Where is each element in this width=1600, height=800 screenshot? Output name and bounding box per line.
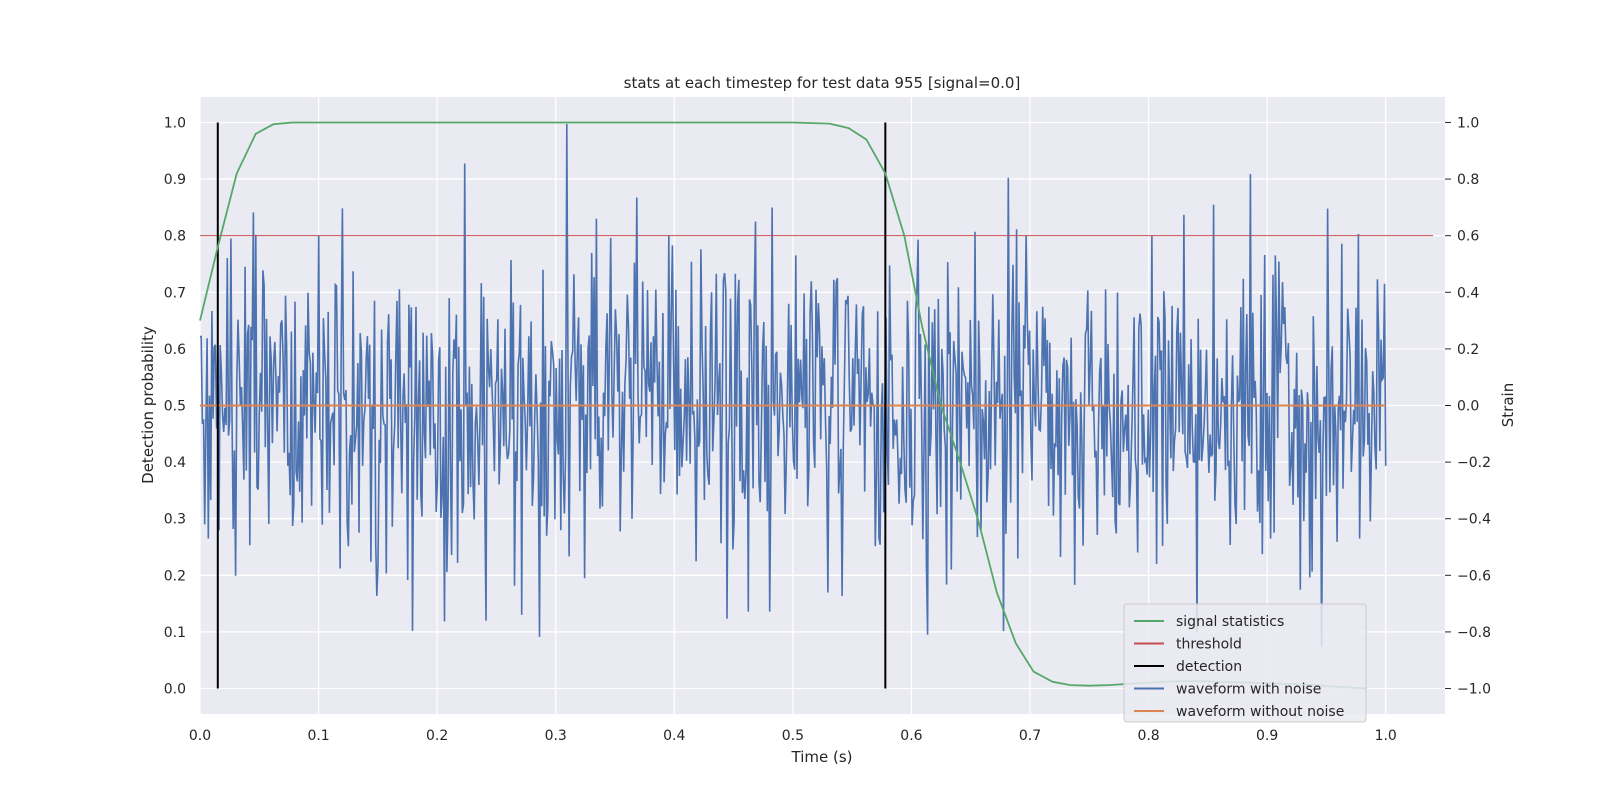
- legend-box: [1123, 603, 1367, 723]
- chart-title: stats at each timestep for test data 955…: [624, 74, 1021, 92]
- left-y-axis-title: Detection probability: [139, 326, 157, 484]
- legend-entry: detection: [1176, 659, 1242, 675]
- x-axis-ticks: 0.0 0.1 0.2 0.3 0.4 0.5 0.6 0.7 0.8 0.9 1.0: [189, 728, 1397, 744]
- left-y-tick-label: 0.9: [164, 172, 186, 188]
- x-tick-label: 0.1: [307, 728, 329, 744]
- left-y-tick-label: 0.3: [164, 512, 186, 528]
- x-tick-label: 0.8: [1137, 728, 1159, 744]
- right-y-tick-label: 0.8: [1457, 172, 1479, 188]
- x-tick-label: 0.9: [1256, 728, 1278, 744]
- right-y-axis-ticks: −1.0 −0.8 −0.6 −0.4 −0.2 0.0 0.2 0.4 0.6 0.8 1.0: [1445, 115, 1491, 698]
- x-tick-label: 0.7: [1019, 728, 1041, 744]
- right-y-tick-label: 0.6: [1457, 229, 1479, 245]
- right-y-tick-label: 1.0: [1457, 115, 1479, 131]
- x-tick-label: 0.6: [900, 728, 922, 744]
- left-y-tick-label: 0.1: [164, 625, 186, 641]
- right-y-tick-label: −0.6: [1457, 568, 1491, 584]
- x-tick-label: 1.0: [1375, 728, 1397, 744]
- series-waveform-with-noise: [200, 123, 1387, 648]
- right-y-tick-label: 0.0: [1457, 399, 1479, 415]
- left-y-tick-label: 0.0: [164, 682, 186, 698]
- left-y-tick-label: 0.6: [164, 342, 186, 358]
- legend: signal statistics threshold detection wavef…: [1123, 603, 1367, 723]
- x-tick-label: 0.3: [545, 728, 567, 744]
- right-y-tick-label: 0.2: [1457, 342, 1479, 358]
- right-y-tick-label: 0.4: [1457, 285, 1479, 301]
- right-y-tick-label: −1.0: [1457, 682, 1491, 698]
- x-tick-label: 0.0: [189, 728, 211, 744]
- left-y-tick-label: 0.5: [164, 399, 186, 415]
- left-y-axis-ticks: 0.0 0.1 0.2 0.3 0.4 0.5 0.6 0.7 0.8 0.9 1.0: [164, 115, 186, 697]
- right-y-tick-label: −0.4: [1457, 512, 1491, 528]
- legend-entry: signal statistics: [1176, 614, 1284, 630]
- x-tick-label: 0.2: [426, 728, 448, 744]
- right-y-axis-title: Strain: [1499, 383, 1517, 427]
- legend-entry: threshold: [1176, 637, 1242, 653]
- legend-entry: waveform without noise: [1176, 704, 1344, 720]
- x-axis-title: Time (s): [791, 748, 853, 766]
- x-tick-label: 0.4: [663, 728, 685, 744]
- left-y-tick-label: 0.8: [164, 229, 186, 245]
- left-y-tick-label: 0.2: [164, 568, 186, 584]
- legend-entry: waveform with noise: [1176, 682, 1321, 698]
- left-y-tick-label: 1.0: [164, 115, 186, 131]
- left-y-tick-label: 0.4: [164, 455, 186, 471]
- right-y-tick-label: −0.2: [1457, 455, 1491, 471]
- x-tick-label: 0.5: [782, 728, 804, 744]
- left-y-tick-label: 0.7: [164, 285, 186, 301]
- right-y-tick-label: −0.8: [1457, 625, 1491, 641]
